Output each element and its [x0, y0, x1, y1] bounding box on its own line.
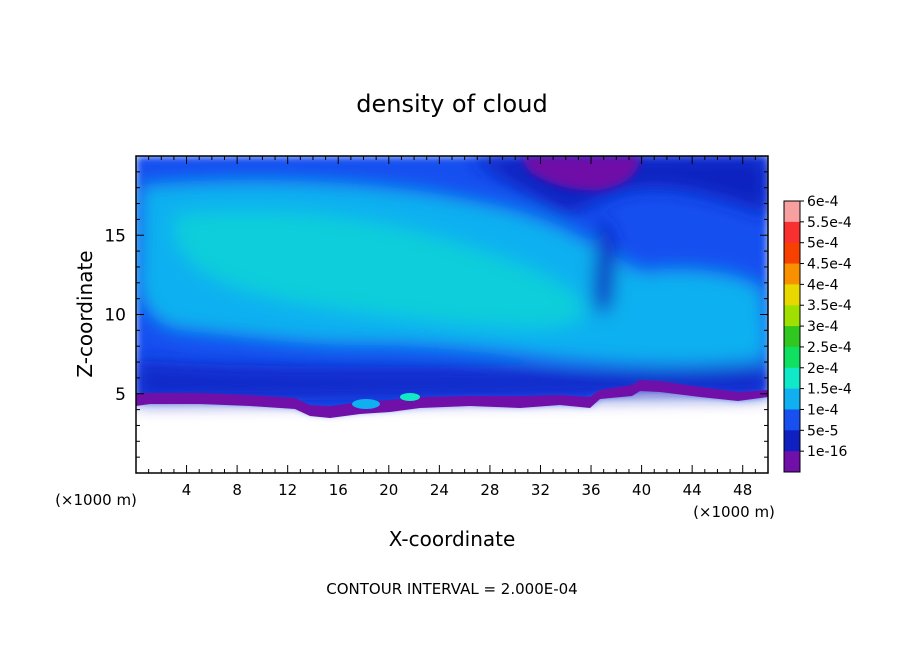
- colorbar-label: 5e-4: [807, 236, 839, 252]
- x-tick-label: 16: [329, 481, 348, 499]
- colorbar-label: 5e-5: [807, 423, 838, 439]
- colorbar: 6e-4 5.5e-4 5e-4 4.5e-4 4e-4 3.5e-4 3e-4 2.5e-4…: [783, 194, 852, 473]
- x-tick-label: 20: [379, 481, 398, 499]
- colorbar-swatch: [784, 451, 800, 473]
- colorbar-label: 5.5e-4: [807, 215, 852, 231]
- colorbar-swatch: [784, 367, 800, 390]
- x-tick-label: 36: [581, 481, 600, 499]
- colorbar-label: 1.5e-4: [807, 382, 852, 398]
- y-axis-label: Z-coordinate: [73, 250, 97, 377]
- colorbar-swatch: [784, 221, 800, 244]
- colorbar-label: 4e-4: [807, 277, 839, 293]
- colorbar-swatch: [784, 409, 800, 431]
- x-axis: 4 8 12 16 20 24 28 32 36 40 44 48: [135, 156, 769, 499]
- colorbar-label: 4.5e-4: [807, 257, 852, 273]
- colorbar-label: 1e-4: [807, 402, 839, 418]
- colorbar-label: 2.5e-4: [807, 340, 852, 356]
- x-tick-label: 24: [430, 481, 449, 499]
- x-tick-label: 12: [278, 481, 297, 499]
- x-tick-label: 44: [683, 481, 702, 499]
- colorbar-swatch: [784, 284, 800, 306]
- colorbar-swatch: [784, 388, 800, 410]
- y-tick-label: 5: [115, 385, 126, 405]
- x-tick-label: 32: [531, 481, 550, 499]
- colorbar-label: 3e-4: [807, 319, 839, 335]
- colorbar-label: 1e-16: [807, 444, 847, 460]
- x-tick-label: 48: [733, 481, 752, 499]
- colorbar-label: 2e-4: [807, 361, 839, 377]
- colorbar-swatch: [784, 263, 800, 285]
- colorbar-label: 6e-4: [807, 194, 839, 210]
- colorbar-swatch: [784, 201, 800, 223]
- colorbar-label: 3.5e-4: [807, 298, 852, 314]
- density-field: [136, 156, 768, 473]
- y-tick-label: 10: [104, 306, 126, 326]
- chart-title: density of cloud: [356, 90, 547, 118]
- y-tick-label: 15: [104, 226, 126, 246]
- y-axis-unit: (×1000 m): [55, 491, 137, 509]
- y-axis: 5 10 15: [104, 155, 768, 474]
- x-axis-label: X-coordinate: [389, 527, 516, 551]
- x-tick-label: 40: [632, 481, 651, 499]
- x-tick-label: 4: [182, 481, 192, 499]
- x-tick-label: 8: [232, 481, 242, 499]
- colorbar-swatch: [784, 242, 800, 265]
- colorbar-frame: [783, 200, 801, 473]
- colorbar-swatch: [784, 346, 800, 369]
- colorbar-swatch: [784, 326, 800, 348]
- colorbar-swatch: [784, 430, 800, 452]
- contour-interval-note: CONTOUR INTERVAL = 2.000E-04: [326, 580, 577, 598]
- x-tick-label: 28: [480, 481, 499, 499]
- colorbar-swatch: [784, 305, 800, 327]
- x-axis-unit: (×1000 m): [693, 503, 775, 521]
